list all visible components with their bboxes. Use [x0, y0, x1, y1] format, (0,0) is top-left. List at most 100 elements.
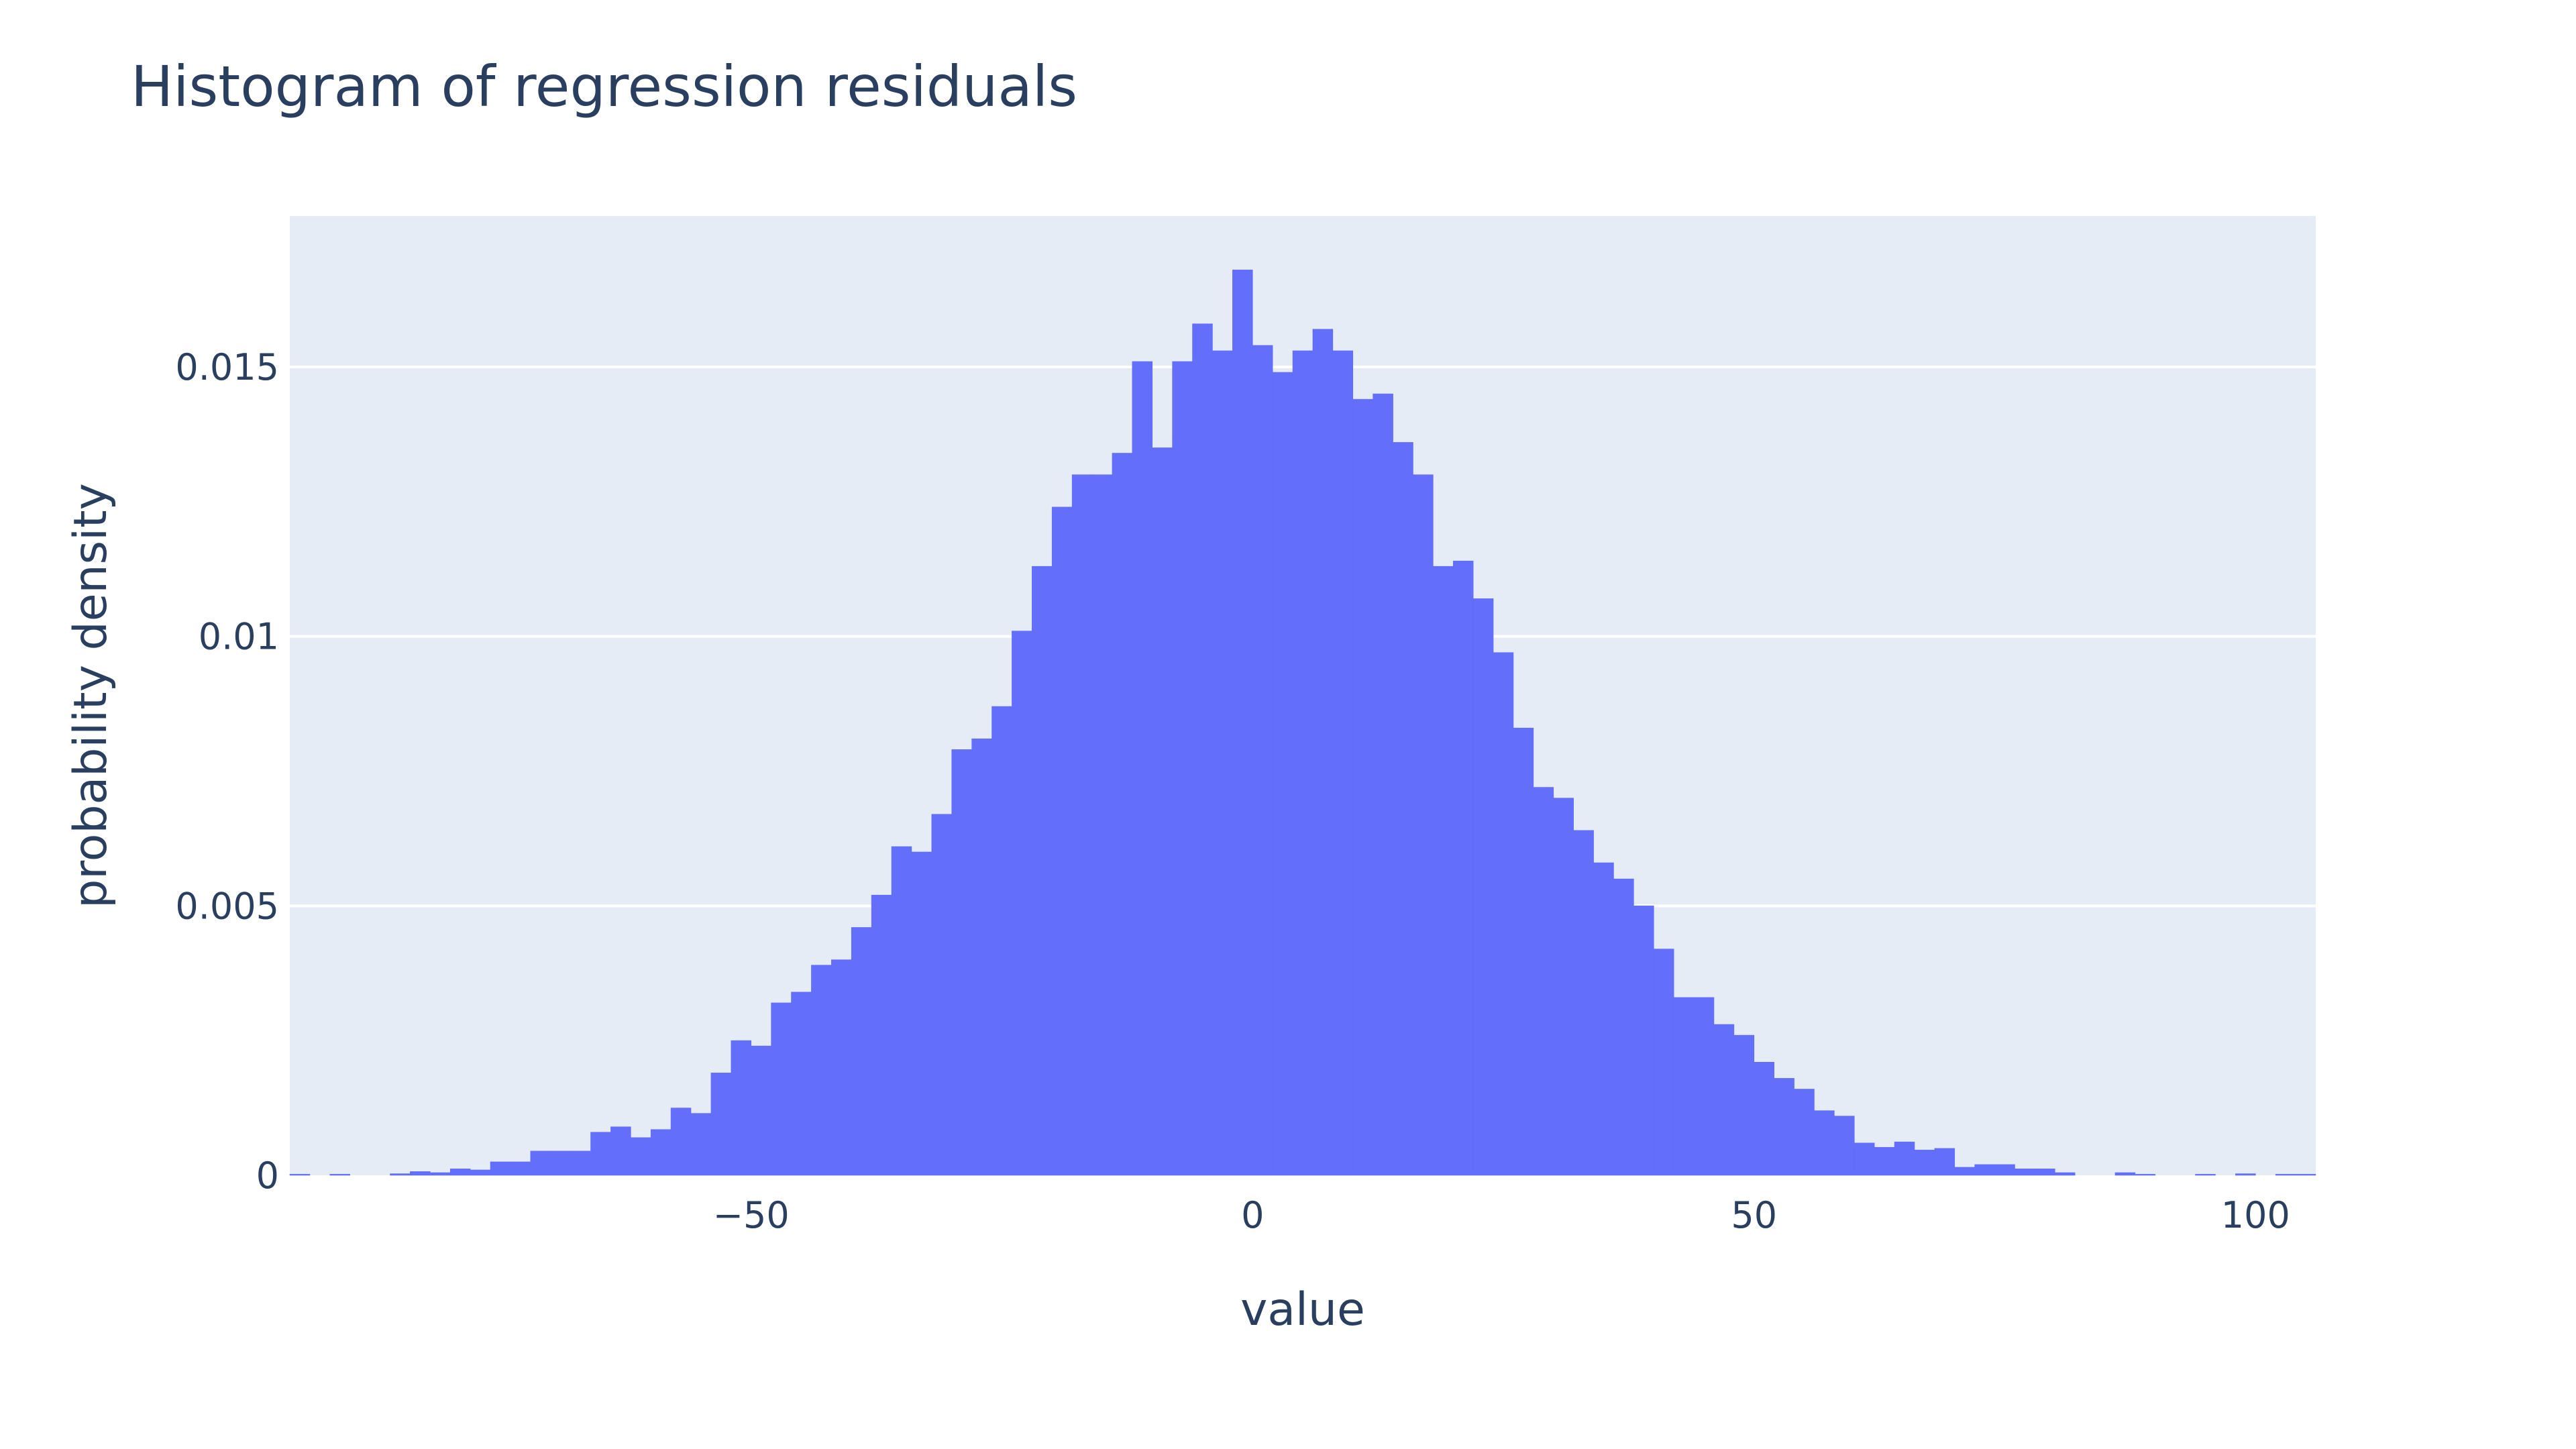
x-tick-label: 50 — [1731, 1194, 1777, 1236]
histogram-bar — [1272, 372, 1293, 1176]
histogram-bar — [1733, 1034, 1755, 1176]
histogram-bar — [1553, 798, 1574, 1176]
histogram-bar — [1693, 997, 1715, 1176]
histogram-bar — [1653, 949, 1674, 1176]
histogram-bar — [610, 1126, 631, 1176]
histogram-bar — [1894, 1141, 1915, 1176]
histogram-bar — [510, 1161, 531, 1176]
histogram-bar — [1132, 361, 1153, 1176]
histogram-bar — [791, 991, 812, 1176]
y-axis-title: probability density — [64, 483, 117, 908]
histogram-bar — [1934, 1148, 1955, 1176]
histogram-bar — [1032, 566, 1053, 1176]
histogram-bar — [1051, 506, 1073, 1176]
histogram-bar — [931, 814, 953, 1176]
histogram-bar — [1774, 1078, 1794, 1176]
histogram-bar — [1493, 652, 1514, 1176]
histogram-bar — [831, 959, 852, 1176]
histogram-bar — [430, 1172, 451, 1176]
x-axis-title: value — [1240, 1283, 1365, 1336]
histogram-bar — [1433, 566, 1454, 1176]
histogram-bar — [2295, 1174, 2316, 1176]
histogram-bar — [490, 1161, 511, 1176]
histogram-bar — [1091, 474, 1113, 1176]
histogram-bar — [1874, 1146, 1895, 1176]
histogram-bar — [1613, 878, 1634, 1176]
histogram-bar — [690, 1113, 712, 1176]
histogram-bar — [1071, 474, 1093, 1176]
histogram-bar — [2195, 1174, 2216, 1176]
y-tick-label: 0 — [256, 1155, 279, 1197]
histogram-bar — [1954, 1167, 1975, 1176]
y-tick-labels: 0 0.005 0.01 0.015 — [175, 346, 279, 1197]
histogram-bar — [1593, 862, 1614, 1176]
histogram-bar — [1994, 1164, 2015, 1176]
histogram-bar — [1533, 787, 1554, 1176]
histogram-bar — [1152, 447, 1173, 1176]
histogram-bar — [2275, 1174, 2296, 1176]
x-tick-labels: −50 0 50 100 — [713, 1194, 2290, 1236]
histogram-bar — [1232, 270, 1253, 1176]
chart-title: Histogram of regression residuals — [131, 54, 1077, 119]
y-tick-label: 0.01 — [199, 616, 279, 658]
histogram-bar — [410, 1171, 431, 1176]
histogram-bar — [329, 1174, 351, 1176]
histogram-bar — [1012, 631, 1032, 1176]
histogram-bar — [550, 1150, 571, 1176]
histogram-bar — [289, 1174, 311, 1176]
x-tick-label: −50 — [713, 1194, 790, 1236]
histogram-bar — [2054, 1172, 2076, 1176]
histogram-bar — [751, 1045, 771, 1176]
histogram-bar — [390, 1173, 411, 1176]
histogram-bar — [1112, 453, 1133, 1176]
histogram-bar — [1754, 1061, 1774, 1176]
histogram-bar — [1472, 598, 1494, 1176]
histogram-bar — [1393, 442, 1413, 1176]
histogram-bar — [470, 1169, 491, 1176]
x-tick-label: 100 — [2221, 1194, 2290, 1236]
histogram-bar — [530, 1150, 551, 1176]
histogram-bar — [1633, 906, 1654, 1176]
histogram-bar — [570, 1150, 591, 1176]
histogram-bar — [1573, 830, 1594, 1176]
x-tick-label: 0 — [1241, 1194, 1264, 1236]
histogram-bar — [851, 927, 872, 1176]
y-tick-label: 0.015 — [175, 346, 279, 388]
histogram-bar — [2114, 1172, 2136, 1176]
histogram-bar — [1814, 1110, 1835, 1176]
histogram-bar — [1834, 1116, 1855, 1176]
histogram-bar — [1212, 350, 1233, 1176]
histogram-bar — [1332, 350, 1354, 1176]
histogram-bar — [710, 1073, 732, 1176]
histogram-bar — [1292, 350, 1313, 1176]
histogram-bar — [991, 706, 1012, 1176]
histogram-bar — [2135, 1174, 2156, 1176]
histogram-bar — [1513, 727, 1534, 1176]
histogram-bar — [1413, 474, 1434, 1176]
histogram-bar — [590, 1132, 611, 1176]
histogram-bar — [2015, 1169, 2035, 1176]
histogram-bar — [1673, 997, 1695, 1176]
histogram-bar — [1312, 329, 1334, 1176]
histogram-bar — [1914, 1149, 1935, 1176]
histogram-bar — [811, 965, 832, 1176]
histogram-bar — [1373, 393, 1393, 1176]
histogram-bar — [650, 1129, 672, 1176]
histogram-bar — [1794, 1089, 1815, 1176]
histogram-bar — [1252, 345, 1273, 1176]
histogram-bar — [971, 738, 992, 1176]
histogram-bar — [771, 1002, 792, 1176]
histogram-bar — [951, 749, 972, 1176]
histogram-bar — [911, 851, 932, 1176]
histogram-bar — [891, 846, 912, 1176]
histogram-bar — [871, 894, 892, 1176]
histogram-bar — [1172, 361, 1193, 1176]
histogram-bar — [1352, 398, 1373, 1176]
histogram-bars — [289, 270, 2316, 1176]
y-tick-label: 0.005 — [175, 885, 279, 927]
histogram-bar — [731, 1040, 752, 1176]
histogram-bar — [1713, 1024, 1735, 1176]
histogram-bar — [1192, 323, 1213, 1176]
histogram-bar — [449, 1169, 471, 1176]
